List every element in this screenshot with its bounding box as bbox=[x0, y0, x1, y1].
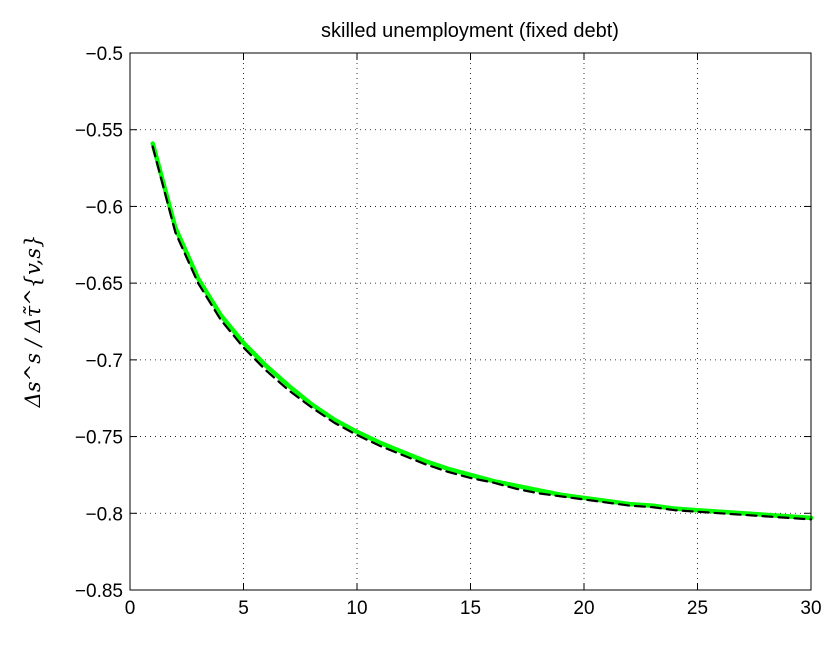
x-tick-labels: 0 5 10 15 20 25 30 bbox=[125, 598, 822, 619]
series-layer bbox=[150, 141, 814, 521]
y-axis-label: Δs^s / Δτ̃^{v,s} bbox=[21, 235, 45, 409]
x-tick-label: 0 bbox=[125, 598, 136, 619]
y-tick-label: −0.75 bbox=[75, 428, 123, 449]
x-tick-label: 5 bbox=[238, 598, 249, 619]
x-tick-label: 30 bbox=[800, 598, 821, 619]
x-tick-label: 20 bbox=[573, 598, 594, 619]
x-tick-label: 10 bbox=[346, 598, 367, 619]
tick-marks bbox=[129, 52, 812, 591]
chart-title: skilled unemployment (fixed debt) bbox=[321, 20, 619, 42]
grid-lines bbox=[130, 53, 811, 590]
series-line-solid bbox=[150, 141, 814, 521]
y-tick-label: −0.5 bbox=[85, 44, 123, 65]
y-tick-label: −0.55 bbox=[75, 121, 123, 142]
x-tick-label: 15 bbox=[460, 598, 481, 619]
y-tick-label: −0.85 bbox=[75, 581, 123, 602]
plot-area bbox=[130, 53, 811, 590]
y-tick-label: −0.65 bbox=[75, 274, 123, 295]
y-tick-labels: −0.5 −0.55 −0.6 −0.65 −0.7 −0.75 −0.8 −0.85 bbox=[75, 44, 123, 602]
y-tick-label: −0.6 bbox=[85, 197, 123, 218]
y-tick-label: −0.8 bbox=[85, 504, 123, 525]
series-line-dashed bbox=[151, 145, 813, 521]
y-tick-label: −0.7 bbox=[85, 351, 123, 372]
x-tick-label: 25 bbox=[687, 598, 708, 619]
